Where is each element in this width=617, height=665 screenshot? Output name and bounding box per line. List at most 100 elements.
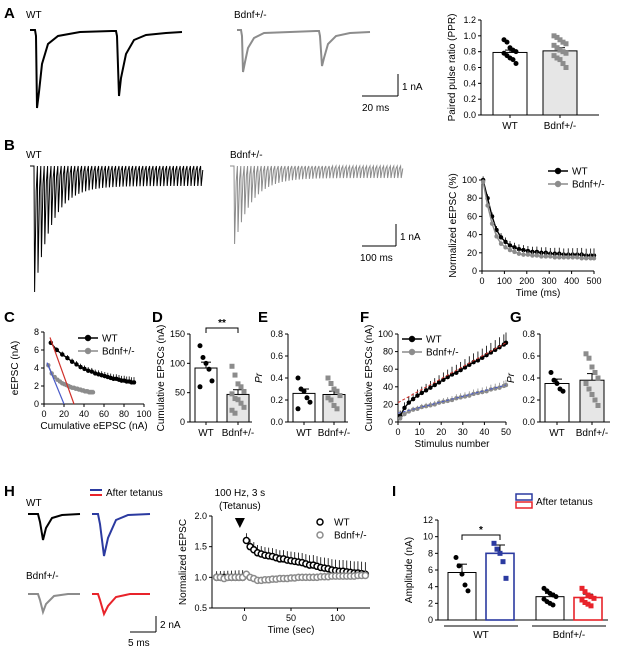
A_ppr-y-tick-label: 0.4 bbox=[463, 78, 476, 88]
F_cum-point bbox=[402, 405, 407, 411]
D_cum_bar-category-label: Bdnf+/- bbox=[222, 428, 255, 439]
D_cum_bar-y-tick-label: 100 bbox=[170, 358, 185, 368]
I_amp-y-tick-label: 8 bbox=[428, 548, 433, 558]
I_amp-point bbox=[553, 594, 559, 600]
D_cum_bar-point bbox=[229, 391, 235, 397]
E_pr-point bbox=[307, 399, 313, 405]
F_cum-point bbox=[475, 358, 481, 363]
E_pr-y-label: Pr bbox=[254, 372, 265, 383]
G_pr-point bbox=[554, 381, 560, 386]
E_pr-y-tick-label: 0.4 bbox=[270, 373, 283, 383]
I_amp-point bbox=[459, 571, 465, 577]
F_cum-point bbox=[428, 385, 433, 390]
H_ltp-y-tick-label: 1.0 bbox=[194, 572, 207, 582]
I_amp-point bbox=[591, 595, 597, 601]
I_amp-point bbox=[582, 589, 588, 595]
C_cum-point bbox=[78, 364, 83, 370]
F_cum-legend-label: WT bbox=[426, 335, 442, 346]
C_cum-point bbox=[90, 390, 96, 395]
panel-label-g: G bbox=[510, 309, 522, 326]
C_cum-legend-marker bbox=[84, 334, 92, 342]
scalebar-b-x-label: 100 ms bbox=[360, 253, 393, 264]
C_cum-point bbox=[82, 366, 87, 372]
B_norm-point bbox=[583, 256, 589, 261]
trace-h-het-after bbox=[92, 593, 150, 617]
I_amp-legend-swatch-red bbox=[515, 501, 533, 509]
C_cum-x-tick-label: 20 bbox=[59, 409, 69, 419]
I_amp-point bbox=[585, 601, 591, 607]
D_cum_bar-point bbox=[235, 397, 241, 403]
scalebar-h-x-label: 5 ms bbox=[128, 638, 150, 649]
E_pr-point bbox=[337, 393, 343, 399]
B_norm-x-tick-label: 300 bbox=[542, 276, 557, 286]
C_cum-x-tick-label: 40 bbox=[79, 409, 89, 419]
F_cum-x-tick-label: 30 bbox=[458, 427, 468, 437]
G_pr-y-label: Pr bbox=[506, 372, 517, 383]
G_pr-point bbox=[586, 386, 592, 392]
E_pr-y-tick-label: 0.0 bbox=[270, 417, 283, 427]
I_amp-point bbox=[494, 546, 500, 552]
B_norm-x-tick-label: 100 bbox=[497, 276, 512, 286]
E_pr-category-label: WT bbox=[296, 428, 312, 439]
I_amp-category-label: Bdnf+/- bbox=[553, 630, 586, 641]
D_cum_bar-category-label: WT bbox=[198, 428, 214, 439]
G_pr-bar bbox=[544, 383, 570, 423]
A_ppr-category-label: WT bbox=[502, 121, 518, 132]
G_pr-y-tick-label: 0.4 bbox=[522, 373, 535, 383]
B_norm-series-line bbox=[482, 181, 594, 259]
H_ltp-annotation-line1: 100 Hz, 3 s bbox=[215, 488, 266, 499]
trace-label-h-wt: WT bbox=[26, 498, 42, 509]
C_cum-y-tick-label: 4 bbox=[34, 363, 39, 373]
H_ltp-y-tick-label: 2.0 bbox=[194, 511, 207, 521]
H_ltp-legend-marker bbox=[316, 518, 324, 526]
B_norm-point bbox=[557, 255, 562, 260]
B_norm-x-tick-label: 500 bbox=[586, 276, 601, 286]
G_pr-y-tick-label: 0.6 bbox=[522, 351, 535, 361]
scalebar-a-x-label: 20 ms bbox=[362, 103, 389, 114]
D_cum_bar-point bbox=[238, 400, 244, 406]
A_ppr-point bbox=[551, 33, 557, 39]
B_norm-point bbox=[494, 234, 499, 239]
D_cum_bar-point bbox=[232, 410, 238, 416]
F_cum-x-tick-label: 40 bbox=[479, 427, 489, 437]
G_pr-point bbox=[595, 375, 601, 381]
C_cum-x-tick-label: 0 bbox=[41, 409, 46, 419]
F_cum-y-tick-label: 40 bbox=[383, 382, 393, 392]
H_ltp-legend-marker bbox=[316, 531, 324, 539]
C_cum-point bbox=[60, 352, 65, 357]
H_ltp-tetanus-arrow bbox=[234, 518, 245, 528]
B_norm-legend-marker bbox=[554, 167, 562, 175]
E_pr-point bbox=[334, 406, 340, 412]
G_pr-point bbox=[560, 388, 566, 394]
C_cum-x-tick-label: 80 bbox=[119, 409, 129, 419]
B_norm-point bbox=[525, 252, 531, 257]
B_norm-point bbox=[591, 256, 597, 261]
I_amp-point bbox=[550, 602, 556, 608]
B_norm-point bbox=[543, 254, 549, 259]
B_norm-x-tick-label: 200 bbox=[519, 276, 534, 286]
A_ppr-y-tick-label: 0.2 bbox=[463, 94, 476, 104]
H_ltp-legend-label: Bdnf+/- bbox=[334, 531, 367, 542]
panel-label-i: I bbox=[392, 483, 396, 500]
H_ltp-point bbox=[361, 571, 370, 580]
E_pr-y-tick-label: 0.6 bbox=[270, 351, 283, 361]
E_pr-point bbox=[328, 381, 334, 386]
B_norm-point bbox=[480, 179, 486, 185]
trace-label-a-wt: WT bbox=[26, 10, 42, 21]
F_cum-x-tick-label: 0 bbox=[395, 427, 400, 437]
I_amp-y-tick-label: 0 bbox=[428, 615, 433, 625]
E_pr-y-tick-label: 0.8 bbox=[270, 329, 283, 339]
I_amp-point bbox=[582, 600, 588, 605]
B_norm-point bbox=[534, 253, 540, 258]
D_cum_bar-point bbox=[232, 396, 238, 402]
trace-label-b-het: Bdnf+/- bbox=[230, 150, 263, 161]
G_pr-category-label: Bdnf+/- bbox=[576, 428, 609, 439]
B_norm-legend-label: Bdnf+/- bbox=[572, 180, 605, 191]
B_norm-point bbox=[507, 247, 513, 253]
C_cum-point bbox=[131, 380, 137, 385]
panel-label-h: H bbox=[4, 483, 15, 500]
H_ltp-legend-label: WT bbox=[334, 518, 350, 529]
scalebar-a-y-label: 1 nA bbox=[402, 82, 423, 93]
I_amp-point bbox=[503, 575, 509, 581]
A_ppr-point bbox=[563, 41, 569, 47]
